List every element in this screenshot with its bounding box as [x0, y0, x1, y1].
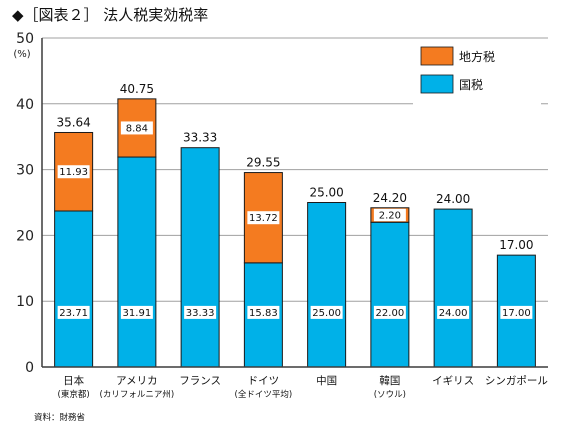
x-tick-label: アメリカ	[116, 375, 157, 387]
legend-swatch-local	[420, 46, 454, 66]
legend-label-local: 地方税	[459, 49, 495, 64]
total-label: 25.00	[309, 186, 343, 200]
data-label-box	[437, 305, 470, 319]
data-label-national: 31.91	[123, 308, 152, 319]
y-tick-label: 0	[25, 360, 34, 376]
total-label: 24.20	[373, 191, 407, 205]
data-label-box	[310, 305, 343, 319]
data-label-national: 25.00	[312, 308, 341, 319]
bar-national	[307, 202, 347, 368]
source-note: 資料：財務省	[34, 412, 86, 423]
total-label: 40.75	[120, 82, 154, 96]
total-label: 33.33	[183, 131, 217, 145]
data-label-box	[120, 305, 153, 319]
data-label-local: 11.93	[59, 167, 88, 178]
data-label-box	[500, 305, 533, 319]
x-tick-sublabel: (ソウル)	[374, 390, 406, 400]
x-tick-label: 中国	[316, 374, 337, 387]
x-tick-sublabel: (東京都)	[58, 389, 90, 400]
data-label-national: 33.33	[186, 308, 215, 319]
data-label-national: 22.00	[376, 308, 405, 319]
data-label-local: 13.72	[249, 213, 278, 224]
legend-label-national: 国税	[459, 78, 483, 92]
bar-national	[433, 208, 473, 368]
x-tick-sublabel: (カリフォルニア州)	[100, 390, 175, 400]
total-label: 35.64	[56, 115, 90, 129]
bar-national	[117, 156, 157, 368]
y-tick-label: 50	[16, 31, 34, 47]
data-label-national: 23.71	[59, 308, 88, 319]
legend-swatch-national	[420, 74, 454, 94]
total-label: 29.55	[246, 156, 280, 170]
bar-national	[180, 147, 220, 368]
y-tick-label: 10	[16, 294, 34, 310]
data-label-box	[373, 208, 406, 222]
x-tick-label: シンガポール	[485, 375, 548, 387]
data-label-local: 8.84	[126, 123, 148, 134]
data-label-box	[57, 305, 90, 319]
x-tick-label: フランス	[179, 375, 221, 387]
bar-national	[54, 210, 94, 368]
bar-national	[370, 221, 410, 368]
y-axis-unit: (%)	[13, 49, 30, 60]
data-label-box	[57, 165, 90, 179]
data-label-box	[373, 305, 406, 319]
x-tick-label: イギリス	[432, 375, 474, 387]
data-label-national: 17.00	[502, 308, 531, 319]
bars: 11.93 23.71 35.64 8.84 31.91 40.75 33.33 33.33 1…	[54, 82, 536, 368]
x-tick-label: 韓国	[379, 375, 400, 387]
data-label-national: 15.83	[249, 308, 278, 319]
axes: 0 10 20 30 40 50 (%) 日本 (東京都) アメリカ (カリフォルニア州) フランス ド…	[13, 31, 548, 400]
data-label-box	[247, 305, 280, 319]
data-label-box	[247, 211, 280, 225]
y-tick-label: 20	[16, 228, 34, 244]
total-label: 24.00	[436, 192, 470, 206]
x-tick-label: 日本	[63, 374, 84, 387]
data-label-box	[184, 305, 217, 319]
y-tick-label: 30	[16, 163, 34, 179]
total-label: 17.00	[499, 238, 533, 252]
data-label-national: 24.00	[439, 308, 468, 319]
data-label-box	[120, 121, 153, 135]
y-tick-label: 40	[16, 97, 34, 113]
chart-title: ◆［図表２］ 法人税実効税率	[12, 6, 208, 24]
x-tick-sublabel: (全ドイツ平均)	[235, 389, 293, 400]
x-tick-label: ドイツ	[248, 375, 280, 387]
data-label-local: 2.20	[379, 211, 401, 222]
